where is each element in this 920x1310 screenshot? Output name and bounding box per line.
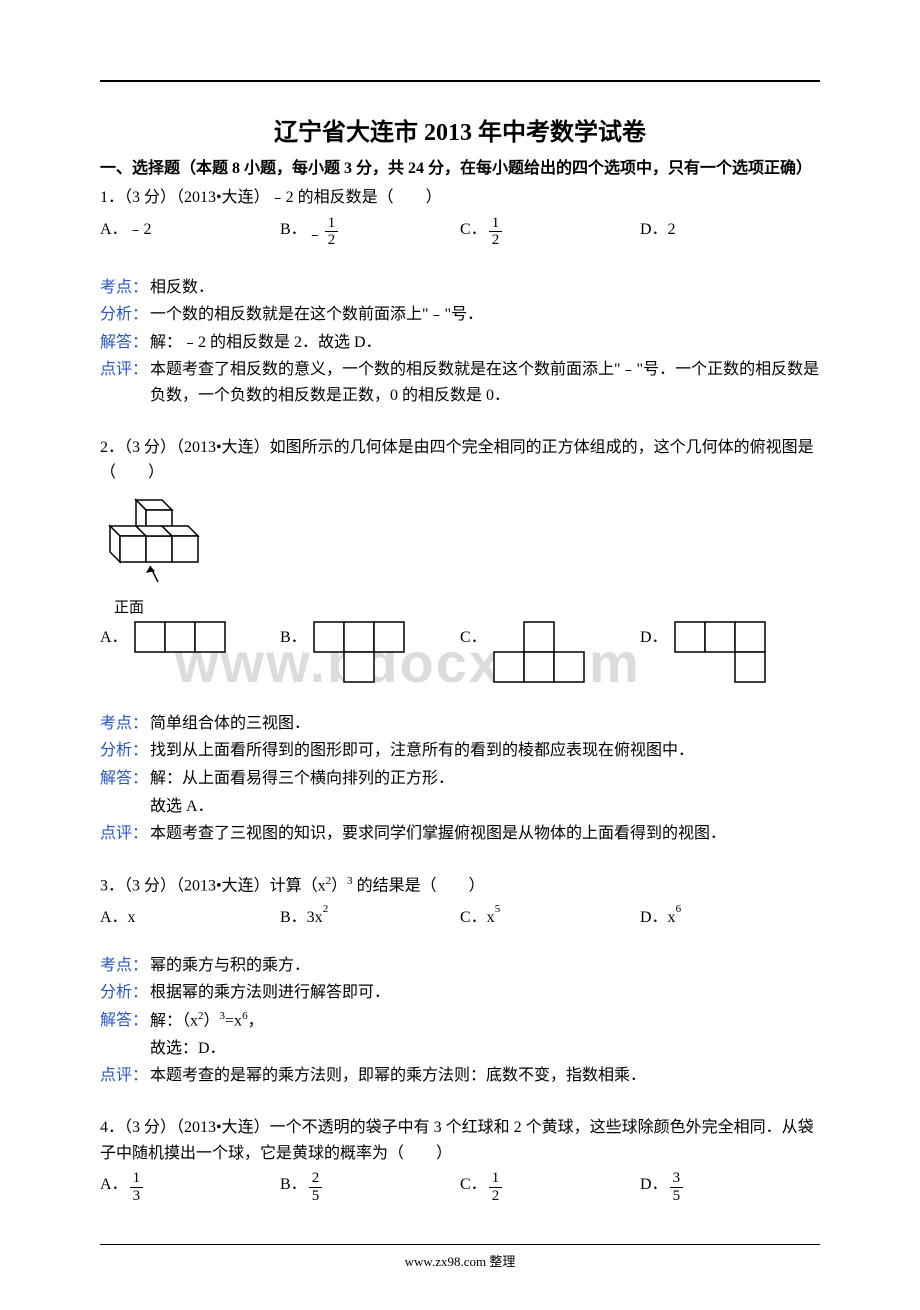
kaodian-label: 考点： [100,275,150,301]
cube-svg [100,494,210,589]
q4-a-prefix: A． [100,1170,128,1194]
q1-b-prefix: B． [280,215,307,239]
q2-kaodian: 简单组合体的三视图． [150,711,820,737]
q4-option-d: D． 3 5 [640,1170,760,1204]
q3-c-prefix: C．x [460,903,495,927]
q3-text-suffix: 的结果是（ ） [353,877,485,894]
numerator: 3 [670,1170,684,1188]
q2-option-a-fig [134,621,230,655]
q3-jieda-prefix: 解：（x [150,1012,198,1029]
numerator: 1 [325,215,339,233]
jieda-label: 解答： [100,766,150,792]
q3-option-d: D．x6 [640,903,760,927]
fraction: 2 5 [309,1170,323,1204]
q3-option-a: A．x [100,903,280,927]
minus-sign: ﹣ [307,220,323,244]
dianping-label: 点评： [100,821,150,847]
numerator: 2 [309,1170,323,1188]
denominator: 5 [670,1188,684,1205]
q2-dianping: 本题考查了三视图的知识，要求同学们掌握俯视图是从物体的上面看得到的视图． [150,821,820,847]
q2-fenxi: 找到从上面看所得到的图形即可，注意所有的看到的棱都应表现在俯视图中． [150,738,820,764]
dianping-label: 点评： [100,357,150,408]
q3-text-mid: ） [331,877,347,894]
dianping-label: 点评： [100,1063,150,1089]
jieda-label: 解答： [100,330,150,356]
q3-kaodian: 幂的乘方与积的乘方． [150,953,820,979]
q1-option-a: A．﹣2 [100,215,280,249]
front-label: 正面 [114,596,820,617]
q3-jieda-end: ， [248,1012,264,1029]
q2-jieda: 解：从上面看易得三个横向排列的正方形． [150,766,820,792]
fraction: 1 2 [489,215,503,249]
cube-figure [100,494,820,594]
q1-fenxi: 一个数的相反数就是在这个数前面添上"﹣"号． [150,302,820,328]
fraction: 3 5 [670,1170,684,1204]
kaodian-label: 考点： [100,953,150,979]
q3-d-prefix: D．x [640,903,676,927]
q4-option-a: A． 1 3 [100,1170,280,1204]
numerator: 1 [489,215,503,233]
q2-option-c-fig [493,621,589,685]
page-footer: www.zx98.com 整理 [100,1244,820,1270]
q3-jieda-suffix: =x [225,1012,242,1029]
q2-options: A． B． C． [100,621,820,685]
fraction: 1 3 [130,1170,144,1204]
q2-jieda2: 故选 A． [150,794,820,820]
q4-text: 4．（3 分）（2013•大连）一个不透明的袋子中有 3 个红球和 2 个黄球，… [100,1115,820,1166]
q2-a-label: A． [100,623,128,647]
numerator: 1 [130,1170,144,1188]
q1-options: A．﹣2 B． ﹣ 1 2 C． 1 2 D．2 [100,215,820,249]
fenxi-label: 分析： [100,738,150,764]
q2-c-label: C． [460,623,487,647]
section-header: 一、选择题（本题 8 小题，每小题 3 分，共 24 分，在每小题给出的四个选项… [100,157,820,181]
q4-d-prefix: D． [640,1170,668,1194]
q2-option-d-fig [674,621,770,685]
denominator: 3 [130,1188,144,1205]
q2-d-label: D． [640,623,668,647]
top-border [100,80,820,82]
fraction: 1 2 [325,215,339,249]
denominator: 2 [489,1188,503,1205]
q1-option-c: C． 1 2 [460,215,640,249]
q4-c-prefix: C． [460,1170,487,1194]
q4-option-c: C． 1 2 [460,1170,640,1204]
fraction: 1 2 [489,1170,503,1204]
fenxi-label: 分析： [100,302,150,328]
q3-fenxi: 根据幂的乘方法则进行解答即可． [150,980,820,1006]
q3-b-prefix: B．3x [280,903,323,927]
q1-option-d: D．2 [640,215,760,249]
q3-dianping: 本题考查的是幂的乘方法则，即幂的乘方法则：底数不变，指数相乘． [150,1063,820,1089]
numerator: 1 [489,1170,503,1188]
q3-text: 3．（3 分）（2013•大连）计算（x2）3 的结果是（ ） [100,873,820,899]
kaodian-label: 考点： [100,711,150,737]
q3-option-c: C．x5 [460,903,640,927]
q1-c-prefix: C． [460,215,487,239]
q1-kaodian: 相反数． [150,275,820,301]
page-title: 辽宁省大连市 2013 年中考数学试卷 [100,112,820,147]
q1-dianping: 本题考查了相反数的意义，一个数的相反数就是在这个数前面添上"﹣"号．一个正数的相… [150,357,820,408]
denominator: 2 [325,232,339,249]
jieda-label: 解答： [100,1008,150,1034]
fenxi-label: 分析： [100,980,150,1006]
q1-option-b: B． ﹣ 1 2 [280,215,460,249]
q3-jieda2: 故选：D． [150,1036,820,1062]
denominator: 5 [309,1188,323,1205]
q1-text: 1．（3 分）（2013•大连）﹣2 的相反数是（ ） [100,185,820,211]
q4-options: A． 1 3 B． 2 5 C． 1 2 [100,1170,820,1204]
q4-option-b: B． 2 5 [280,1170,460,1204]
q2-text: 2．（3 分）（2013•大连）如图所示的几何体是由四个完全相同的正方体组成的，… [100,435,820,486]
q3-options: A．x B．3x2 C．x5 D．x6 [100,903,820,927]
q4-b-prefix: B． [280,1170,307,1194]
q3-jieda-mid: ） [204,1012,220,1029]
q2-option-b-fig [313,621,409,685]
q3-option-b: B．3x2 [280,903,460,927]
denominator: 2 [489,232,503,249]
q3-jieda: 解：（x2）3=x6， [150,1008,820,1034]
q3-text-prefix: 3．（3 分）（2013•大连）计算（x [100,877,326,894]
q2-b-label: B． [280,623,307,647]
q1-jieda: 解：﹣2 的相反数是 2．故选 D． [150,330,820,356]
